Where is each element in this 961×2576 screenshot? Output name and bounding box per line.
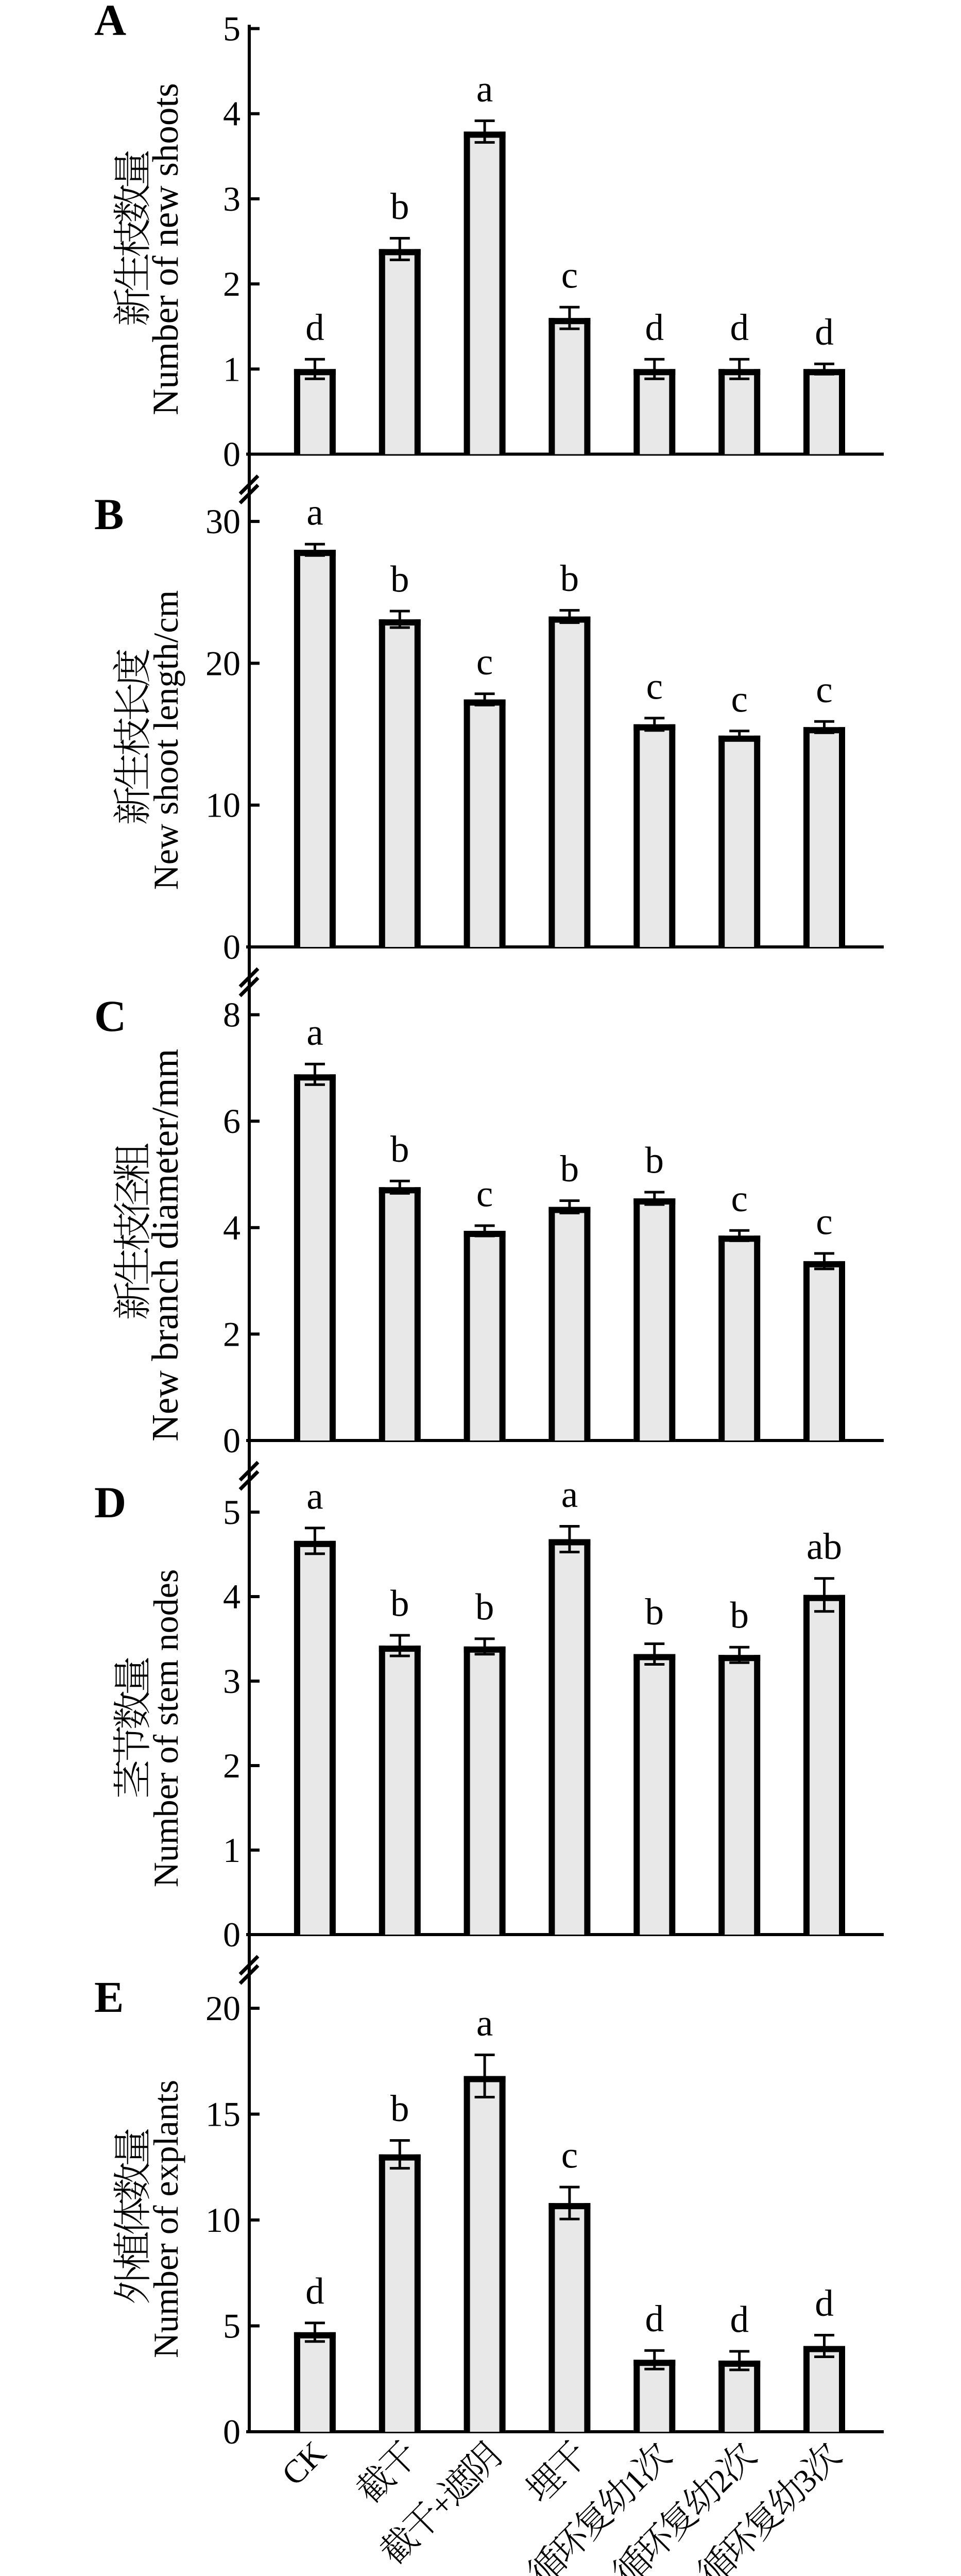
svg-text:a: a <box>476 2002 493 2044</box>
svg-text:b: b <box>475 1586 494 1628</box>
svg-text:20: 20 <box>205 643 241 683</box>
svg-text:b: b <box>560 1148 579 1190</box>
svg-text:E: E <box>94 1972 124 2022</box>
svg-text:0: 0 <box>223 1915 241 1954</box>
svg-text:15: 15 <box>205 2095 241 2134</box>
svg-text:b: b <box>390 2088 409 2129</box>
svg-text:b: b <box>390 185 409 227</box>
svg-text:2: 2 <box>223 1314 241 1353</box>
svg-text:6: 6 <box>223 1101 241 1141</box>
svg-text:C: C <box>94 991 126 1041</box>
svg-text:b: b <box>390 558 409 600</box>
svg-text:a: a <box>306 1475 323 1517</box>
svg-text:c: c <box>731 1178 747 1219</box>
svg-text:4: 4 <box>223 1208 241 1247</box>
svg-text:0: 0 <box>223 2412 241 2451</box>
svg-text:5: 5 <box>223 1493 241 1532</box>
svg-text:2: 2 <box>223 264 241 303</box>
svg-text:New shoot length/cm: New shoot length/cm <box>146 590 185 890</box>
svg-text:4: 4 <box>223 1577 241 1616</box>
svg-text:New branch diameter/mm: New branch diameter/mm <box>144 1049 186 1442</box>
svg-text:c: c <box>561 2134 578 2176</box>
svg-text:8: 8 <box>223 995 241 1035</box>
svg-text:1: 1 <box>223 1831 241 1870</box>
svg-text:c: c <box>731 678 747 720</box>
svg-text:0: 0 <box>223 1421 241 1460</box>
svg-text:B: B <box>94 489 124 539</box>
svg-text:b: b <box>390 1128 409 1170</box>
svg-text:c: c <box>816 669 832 710</box>
svg-text:a: a <box>306 492 323 533</box>
svg-text:0: 0 <box>223 435 241 474</box>
svg-text:30: 30 <box>205 502 241 541</box>
svg-text:3: 3 <box>223 179 241 218</box>
svg-text:d: d <box>730 307 749 348</box>
svg-text:b: b <box>390 1583 409 1624</box>
svg-text:20: 20 <box>205 1989 241 2028</box>
svg-text:c: c <box>646 665 663 707</box>
svg-text:d: d <box>815 2282 834 2324</box>
svg-text:b: b <box>730 1595 749 1636</box>
svg-text:d: d <box>730 2298 749 2340</box>
svg-text:3: 3 <box>223 1662 241 1701</box>
svg-text:5: 5 <box>223 2307 241 2346</box>
svg-text:d: d <box>305 2270 324 2312</box>
svg-text:b: b <box>645 1140 664 1181</box>
svg-text:c: c <box>476 1173 493 1215</box>
svg-text:2: 2 <box>223 1746 241 1785</box>
svg-text:0: 0 <box>223 927 241 967</box>
svg-text:b: b <box>560 557 579 599</box>
svg-text:c: c <box>561 255 578 296</box>
svg-text:A: A <box>94 0 126 45</box>
svg-text:10: 10 <box>205 2200 241 2240</box>
svg-text:d: d <box>645 2298 664 2340</box>
svg-text:a: a <box>561 1473 578 1515</box>
svg-text:b: b <box>645 1591 664 1633</box>
svg-text:a: a <box>306 1011 323 1053</box>
svg-text:d: d <box>305 307 324 348</box>
svg-text:c: c <box>476 641 493 683</box>
svg-text:4: 4 <box>223 94 241 133</box>
svg-text:Number of new shoots: Number of new shoots <box>146 83 186 415</box>
svg-text:10: 10 <box>205 786 241 825</box>
svg-text:ab: ab <box>806 1526 842 1567</box>
svg-text:1: 1 <box>223 349 241 388</box>
svg-text:D: D <box>94 1478 126 1527</box>
svg-text:5: 5 <box>223 9 241 48</box>
svg-text:d: d <box>815 311 834 353</box>
svg-text:Number of stem nodes: Number of stem nodes <box>146 1569 185 1888</box>
svg-text:a: a <box>476 68 493 110</box>
svg-text:d: d <box>645 307 664 348</box>
svg-text:Number of explants: Number of explants <box>146 2080 185 2358</box>
svg-text:c: c <box>816 1200 832 1242</box>
